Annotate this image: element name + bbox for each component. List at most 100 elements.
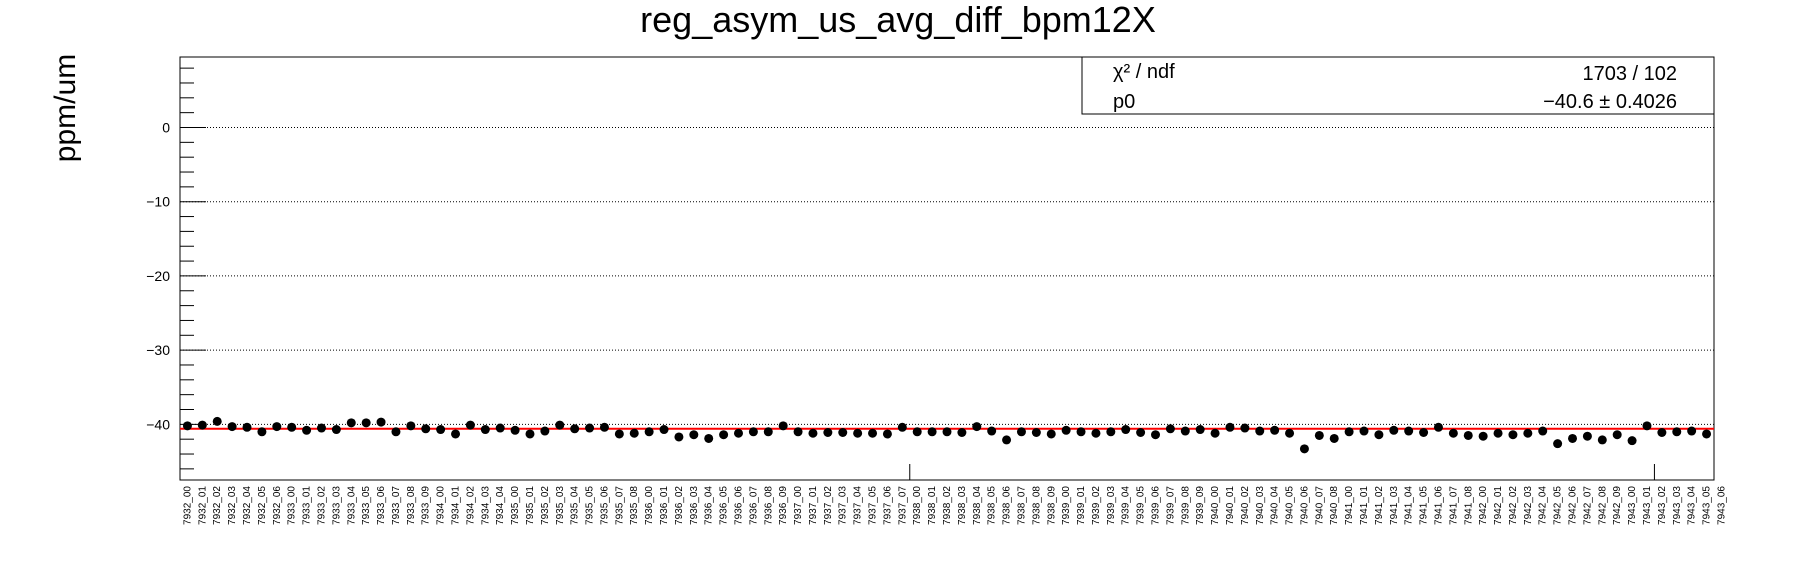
x-tick-label: 7939_08 <box>1180 486 1191 525</box>
data-point <box>674 432 684 442</box>
x-tick-label: 7938_00 <box>912 486 923 525</box>
x-tick-label: 7938_09 <box>1046 486 1057 525</box>
data-point <box>1508 430 1518 440</box>
data-point <box>1463 430 1473 440</box>
stats-chi2-label: χ² / ndf <box>1113 61 1175 83</box>
data-point <box>540 426 550 436</box>
x-tick-label: 7933_01 <box>302 486 313 525</box>
data-point <box>927 427 937 437</box>
data-point <box>763 427 773 437</box>
x-tick-label: 7936_03 <box>689 486 700 525</box>
x-tick-label: 7934_02 <box>465 486 476 525</box>
x-tick-label: 7933_09 <box>421 486 432 525</box>
plot-frame <box>179 56 1715 481</box>
data-point <box>1299 444 1309 454</box>
data-point <box>748 427 758 437</box>
x-tick-label: 7943_02 <box>1657 486 1668 525</box>
x-tick-label: 7936_02 <box>674 486 685 525</box>
data-point <box>689 430 699 440</box>
y-tick-label: −20 <box>146 268 170 284</box>
data-point <box>316 423 326 433</box>
x-tick-label: 7937_02 <box>823 486 834 525</box>
data-point <box>1106 427 1116 437</box>
stats-box-frame <box>1081 56 1715 115</box>
x-tick-label: 7943_04 <box>1687 486 1698 525</box>
data-point <box>1657 428 1667 438</box>
x-tick-label: 7937_04 <box>853 486 864 525</box>
data-point <box>1076 427 1086 437</box>
x-tick-label: 7932_01 <box>197 486 208 525</box>
data-point <box>1702 429 1712 439</box>
x-tick-label: 7934_04 <box>495 486 506 525</box>
data-point <box>942 427 952 437</box>
x-tick-label: 7941_02 <box>1374 486 1385 525</box>
data-point <box>1389 425 1399 435</box>
x-tick-label: 7939_02 <box>1091 486 1102 525</box>
x-tick-label: 7936_05 <box>719 486 730 525</box>
y-axis-ticks: 0 −10 −20 −30 −40 <box>146 67 206 470</box>
x-tick-label: 7942_08 <box>1597 486 1608 525</box>
x-tick-label: 7942_05 <box>1553 486 1564 525</box>
x-tick-label: 7936_06 <box>733 486 744 525</box>
data-point <box>629 428 639 438</box>
x-tick-label: 7943_03 <box>1672 486 1683 525</box>
x-tick-label: 7937_06 <box>882 486 893 525</box>
data-point <box>421 424 431 434</box>
x-tick-label: 7941_08 <box>1463 486 1474 525</box>
data-point <box>1523 428 1533 438</box>
data-point <box>1061 425 1071 435</box>
data-point <box>346 418 356 428</box>
data-point <box>1329 433 1339 443</box>
x-tick-label: 7938_08 <box>1031 486 1042 525</box>
data-point <box>1136 428 1146 438</box>
x-tick-label: 7935_00 <box>510 486 521 525</box>
x-tick-label: 7943_06 <box>1716 486 1727 525</box>
x-tick-label: 7937_07 <box>897 486 908 525</box>
x-tick-label: 7939_05 <box>1136 486 1147 525</box>
data-point <box>480 425 490 435</box>
data-point <box>436 425 446 435</box>
x-tick-label: 7938_06 <box>1002 486 1013 525</box>
x-tick-label: 7941_07 <box>1448 486 1459 525</box>
data-point <box>614 429 624 439</box>
x-tick-label: 7942_03 <box>1523 486 1534 525</box>
y-tick-label: −10 <box>146 194 170 210</box>
data-point <box>1538 426 1548 436</box>
x-tick-label: 7940_08 <box>1329 486 1340 525</box>
data-point <box>1359 426 1369 436</box>
data-point <box>1672 427 1682 437</box>
x-tick-label: 7941_05 <box>1419 486 1430 525</box>
x-tick-label: 7932_04 <box>242 486 253 525</box>
x-tick-label: 7938_04 <box>972 486 983 525</box>
x-tick-label: 7938_03 <box>957 486 968 525</box>
data-point <box>644 427 654 437</box>
x-tick-label: 7942_06 <box>1568 486 1579 525</box>
x-tick-label: 7943_05 <box>1702 486 1713 525</box>
x-tick-label: 7933_03 <box>331 486 342 525</box>
data-points <box>182 416 1712 454</box>
x-tick-label: 7939_00 <box>1061 486 1072 525</box>
data-point <box>1642 421 1652 431</box>
x-tick-label: 7932_02 <box>212 486 223 525</box>
data-point <box>659 425 669 435</box>
x-tick-label: 7939_04 <box>1121 486 1132 525</box>
x-tick-label: 7935_07 <box>614 486 625 525</box>
data-point <box>1419 428 1429 438</box>
data-point <box>272 422 282 432</box>
x-tick-label: 7933_05 <box>361 486 372 525</box>
data-point <box>555 420 565 430</box>
data-point <box>838 428 848 438</box>
data-point <box>361 418 371 428</box>
x-tick-label: 7932_03 <box>227 486 238 525</box>
x-tick-label: 7941_03 <box>1389 486 1400 525</box>
data-point <box>1433 422 1443 432</box>
data-point <box>451 429 461 439</box>
data-point <box>1210 428 1220 438</box>
x-tick-label: 7933_08 <box>406 486 417 525</box>
x-tick-label: 7940_02 <box>1240 486 1251 525</box>
grid-lines <box>180 127 1714 425</box>
data-point <box>1046 429 1056 439</box>
x-tick-label: 7942_00 <box>1478 486 1489 525</box>
x-tick-label: 7940_01 <box>1225 486 1236 525</box>
